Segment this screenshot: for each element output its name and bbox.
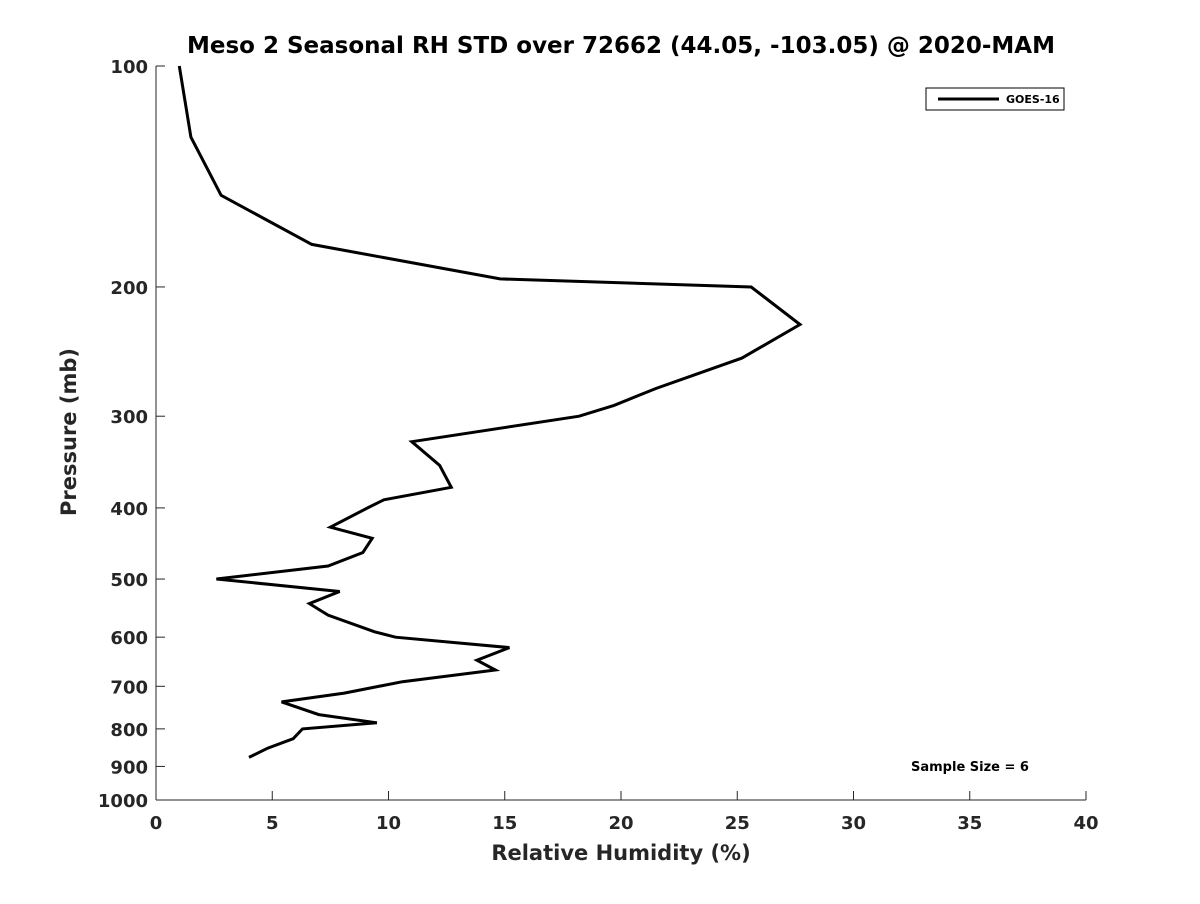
y-tick-label: 200 bbox=[110, 278, 148, 299]
legend-label-goes-16: GOES-16 bbox=[1006, 93, 1060, 106]
y-tick-label: 700 bbox=[110, 677, 148, 698]
x-tick-label: 15 bbox=[492, 813, 517, 834]
plot-area bbox=[155, 66, 1086, 801]
y-tick-label: 100 bbox=[110, 57, 148, 78]
y-tick-label: 600 bbox=[110, 628, 148, 649]
y-tick-label: 500 bbox=[110, 570, 148, 591]
y-tick-label: 400 bbox=[110, 499, 148, 520]
y-tick-label: 900 bbox=[110, 757, 148, 778]
y-tick-label: 800 bbox=[110, 720, 148, 741]
chart-title: Meso 2 Seasonal RH STD over 72662 (44.05… bbox=[187, 33, 1055, 59]
x-tick-label: 0 bbox=[150, 813, 163, 834]
y-tick-label: 1000 bbox=[98, 791, 148, 812]
y-axis-ticks: 100 200 300 400 500 600 700 800 900 1000 bbox=[98, 57, 165, 812]
series-layer bbox=[177, 65, 803, 759]
series-line-goes-16 bbox=[177, 65, 803, 759]
x-tick-label: 40 bbox=[1073, 813, 1098, 834]
x-tick-label: 35 bbox=[957, 813, 982, 834]
x-tick-label: 30 bbox=[841, 813, 866, 834]
legend: GOES-16 bbox=[925, 87, 1065, 111]
x-tick-label: 10 bbox=[376, 813, 401, 834]
x-tick-label: 25 bbox=[725, 813, 750, 834]
x-axis-label: Relative Humidity (%) bbox=[491, 841, 750, 865]
x-tick-label: 5 bbox=[266, 813, 279, 834]
x-tick-label: 20 bbox=[608, 813, 633, 834]
sample-size-annotation: Sample Size = 6 bbox=[911, 760, 1029, 775]
y-tick-label: 300 bbox=[110, 407, 148, 428]
x-axis-ticks: 0 5 10 15 20 25 30 35 40 bbox=[150, 791, 1099, 834]
y-axis-label: Pressure (mb) bbox=[57, 348, 81, 516]
